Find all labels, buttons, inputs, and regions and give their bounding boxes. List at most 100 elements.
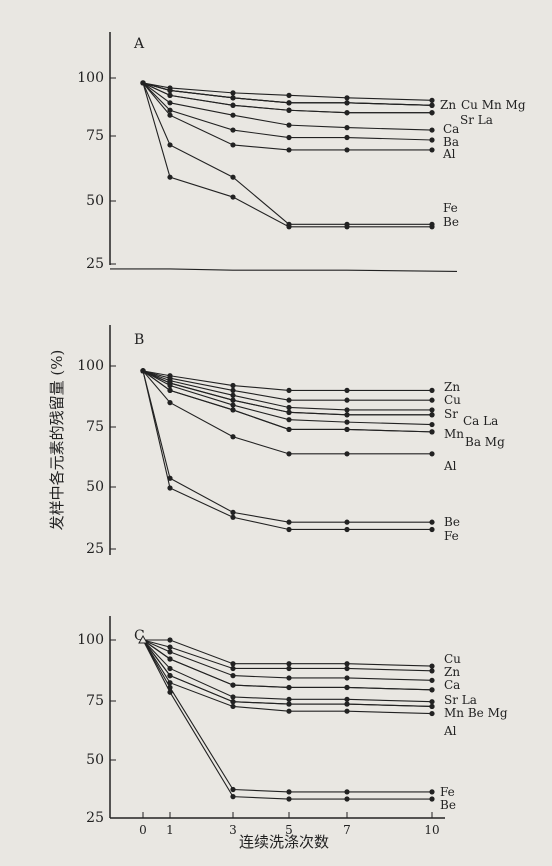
panel-b-series-zn-0-line — [142, 370, 432, 391]
panel-a-ytick-25: 25 — [86, 256, 104, 272]
panel-c-series-cu-0-point — [167, 637, 173, 643]
panel-c-series-mg-7-point — [230, 699, 236, 705]
panel-b-ytick-50: 50 — [86, 479, 104, 495]
panel-b-series-mg-7-point — [167, 387, 173, 393]
panel-c-series-fe-9-point — [429, 789, 435, 795]
panel-a-series-be-10-point — [140, 80, 146, 86]
panel-b-series-mn-5-point — [167, 382, 173, 389]
panel-a-series-zn-0-point — [344, 95, 350, 101]
panel-a-series-ca-6-point — [344, 125, 350, 131]
panel-c-series-la-4-point — [230, 682, 236, 688]
panel-a-ytick-100: 100 — [77, 70, 104, 86]
panel-c-start-marker — [138, 634, 148, 644]
a-label-ca: Ca — [443, 122, 459, 136]
panel-a-ytick-75: 75 — [86, 128, 104, 144]
panel-c-series-mg-7-point — [286, 701, 292, 707]
panel-c-series-mn-5-point — [230, 694, 236, 700]
panel-b-series-al-8-point — [286, 451, 292, 457]
c-label-cu: Cu — [444, 652, 461, 666]
panel-b-series-mn-5-point — [429, 421, 435, 428]
panel-b-series-fe-10-point — [429, 526, 435, 533]
panel-c-series-al-8-point — [286, 708, 292, 714]
panel-c-series-mn-5-point — [167, 665, 173, 672]
panel-a-series-fe-9-point — [230, 174, 236, 180]
panel-a-series-zn-0-point — [230, 90, 236, 96]
panel-c-series-ca-2-point — [167, 649, 173, 655]
panel-c-series-zn-1-point — [344, 665, 350, 672]
panel-b-series-cu-1-point — [230, 387, 236, 393]
panel-b-series-be-9-point — [167, 475, 173, 481]
x-tick-label-1: 1 — [166, 823, 174, 837]
panel-c-series-al-8-point — [167, 680, 173, 686]
a-label-cu-mn-mg: Cu Mn Mg — [461, 98, 526, 112]
x-axis-ticks: 0 1 3 5 7 10 — [139, 812, 440, 837]
y-axis-label: 发样中各元素的残留量 (%) — [48, 350, 66, 531]
panel-c-series-cu-0-point — [344, 661, 350, 667]
x-tick-label-0: 0 — [139, 823, 147, 837]
c-label-zn: Zn — [444, 665, 460, 679]
a-label-be: Be — [443, 215, 459, 229]
panel-b-series-sr-2-point — [344, 407, 350, 413]
panel-c-series-cu-0-point — [429, 663, 435, 669]
panel-b-series-mg-7-point — [286, 426, 292, 433]
panel-a-series-la-5-line — [142, 82, 432, 114]
panel-b-series-fe-10-point — [344, 526, 350, 533]
panel-b-series-la-4-point — [230, 397, 236, 403]
panel-c-series-la-4-point — [429, 687, 435, 693]
panel-c-series-fe-9-point — [230, 786, 236, 793]
panel-c-series-la-4-point — [344, 684, 350, 691]
panel-c-ytick-25: 25 — [86, 810, 104, 826]
panel-c-series-fe-9-point — [344, 789, 350, 795]
c-label-fe: Fe — [440, 785, 455, 799]
panel-b: B 100 75 50 25 Zn Cu Sr Ca La Mn Ba Mg A… — [77, 325, 505, 557]
panel-a-series-mg-3-point — [344, 100, 350, 106]
panel-b-series-la-4-line — [142, 370, 432, 416]
panel-a-series-be-10-point — [230, 194, 236, 200]
panel-a-series-mg-3-line — [142, 82, 433, 106]
panel-c-series-cu-0-point — [230, 661, 236, 667]
panel-c-series-al-8-point — [429, 710, 435, 717]
panel-b-series-fe-10-point — [286, 526, 292, 533]
panel-b-series-fe-10-point — [140, 368, 146, 374]
panel-b-series-be-9-line — [142, 370, 432, 523]
b-label-zn: Zn — [444, 380, 460, 394]
panel-c-series-mn-5-line — [142, 639, 433, 703]
panel-c-series-zn-1-point — [286, 665, 292, 672]
panel-c-series-mg-7-line — [142, 639, 433, 708]
panel-c-series-be-10-point — [230, 794, 236, 800]
panel-c-series-be-10-line — [142, 639, 432, 800]
panel-c-series-zn-1-point — [167, 644, 173, 650]
panel-c-series-mn-5-point — [344, 696, 350, 702]
panel-b-series-la-4-point — [429, 412, 435, 418]
panel-a-label: A — [133, 36, 145, 52]
panel-a-series-fe-9-line — [142, 82, 432, 225]
panel-c-series-la-4-line — [142, 639, 433, 691]
a-label-al: Al — [442, 147, 456, 161]
panel-a-series-al-8-line — [142, 82, 432, 151]
c-label-be: Be — [440, 798, 456, 812]
panel-a-series-mg-3-point — [286, 100, 292, 106]
panel-c-series-be-10-point — [429, 796, 435, 802]
panel-b-series-be-9-point — [286, 519, 292, 525]
x-tick-label-7: 7 — [343, 823, 351, 837]
panel-a-series-zn-0-point — [286, 92, 292, 98]
panel-b-ytick-25: 25 — [86, 541, 104, 557]
panel-b-ytick-75: 75 — [86, 419, 104, 435]
panel-a-series-zn-0-line — [142, 82, 433, 101]
panel-b-series-al-8-point — [230, 434, 236, 440]
panel-a-series-fe-9-point — [167, 142, 173, 148]
panel-c-series-al-8-point — [230, 703, 236, 710]
panel-c-series-la-4-point — [286, 684, 292, 691]
panel-c-ytick-50: 50 — [86, 752, 104, 768]
panel-c-series-mn-5-point — [286, 696, 292, 702]
panel-b-series-mn-5-point — [344, 419, 350, 425]
panel-b-series-zn-0-point — [344, 387, 350, 393]
panel-c-series-al-8-line — [142, 639, 433, 715]
panel-a-series-ca-6-point — [286, 122, 292, 128]
panel-a-series-ca-6-point — [429, 127, 435, 133]
b-label-al: Al — [443, 459, 457, 473]
a-label-zn: Zn — [440, 98, 456, 112]
panel-a-series-la-5-point — [344, 110, 350, 116]
panel-b-series-be-9-point — [429, 519, 435, 525]
